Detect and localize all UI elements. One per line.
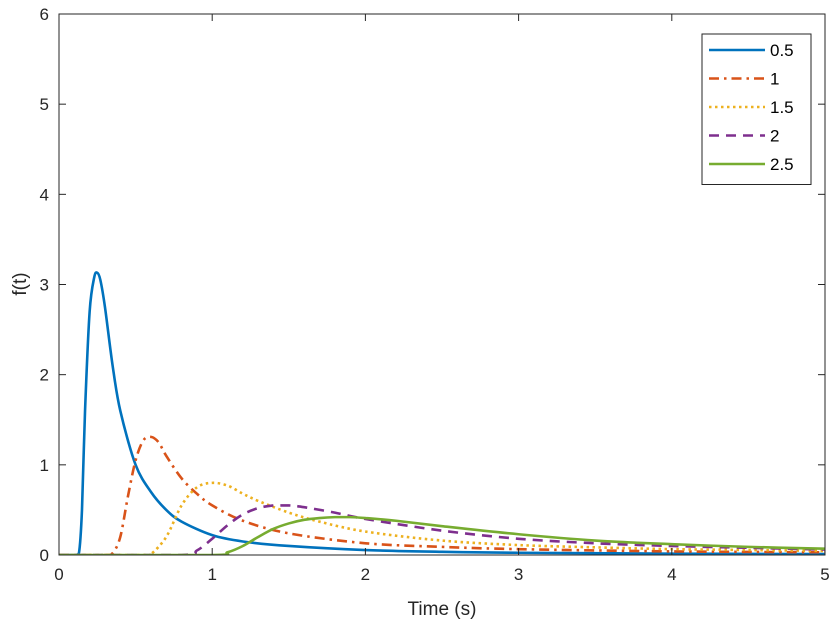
- x-tick-label: 2: [361, 565, 370, 584]
- series-layer: [59, 271, 825, 555]
- y-tick-label: 1: [40, 456, 49, 475]
- y-tick-label: 5: [40, 95, 49, 114]
- x-axis-label: Time (s): [408, 599, 477, 620]
- y-tick-label: 3: [40, 276, 49, 295]
- legend: 0.5 1 1.5 2 2.5: [701, 33, 812, 185]
- series-line-1: [59, 435, 825, 555]
- axes: 0 1 2 3 4 5 0 1 2 3 4 5 6: [40, 5, 830, 584]
- legend-label-1: 1: [770, 70, 779, 89]
- legend-label-1-5: 1.5: [770, 98, 794, 117]
- x-tick-label: 3: [514, 565, 523, 584]
- legend-label-2-5: 2.5: [770, 155, 794, 174]
- y-tick-label: 0: [40, 546, 49, 565]
- x-tick-label: 4: [667, 565, 676, 584]
- x-tick-label: 5: [820, 565, 829, 584]
- legend-label-0-5: 0.5: [770, 41, 794, 60]
- y-axis-label: f(t): [10, 272, 31, 295]
- legend-label-2: 2: [770, 127, 779, 146]
- series-line-0-5: [59, 271, 825, 555]
- x-tick-label: 1: [207, 565, 216, 584]
- y-tick-label: 6: [40, 5, 49, 24]
- y-tick-label: 4: [40, 185, 49, 204]
- legend-box: [701, 33, 812, 185]
- series-line-1-5: [59, 481, 825, 555]
- series-line-2-5: [59, 515, 825, 555]
- series-line-2: [59, 504, 825, 555]
- y-tick-label: 2: [40, 366, 49, 385]
- x-tick-label: 0: [54, 565, 63, 584]
